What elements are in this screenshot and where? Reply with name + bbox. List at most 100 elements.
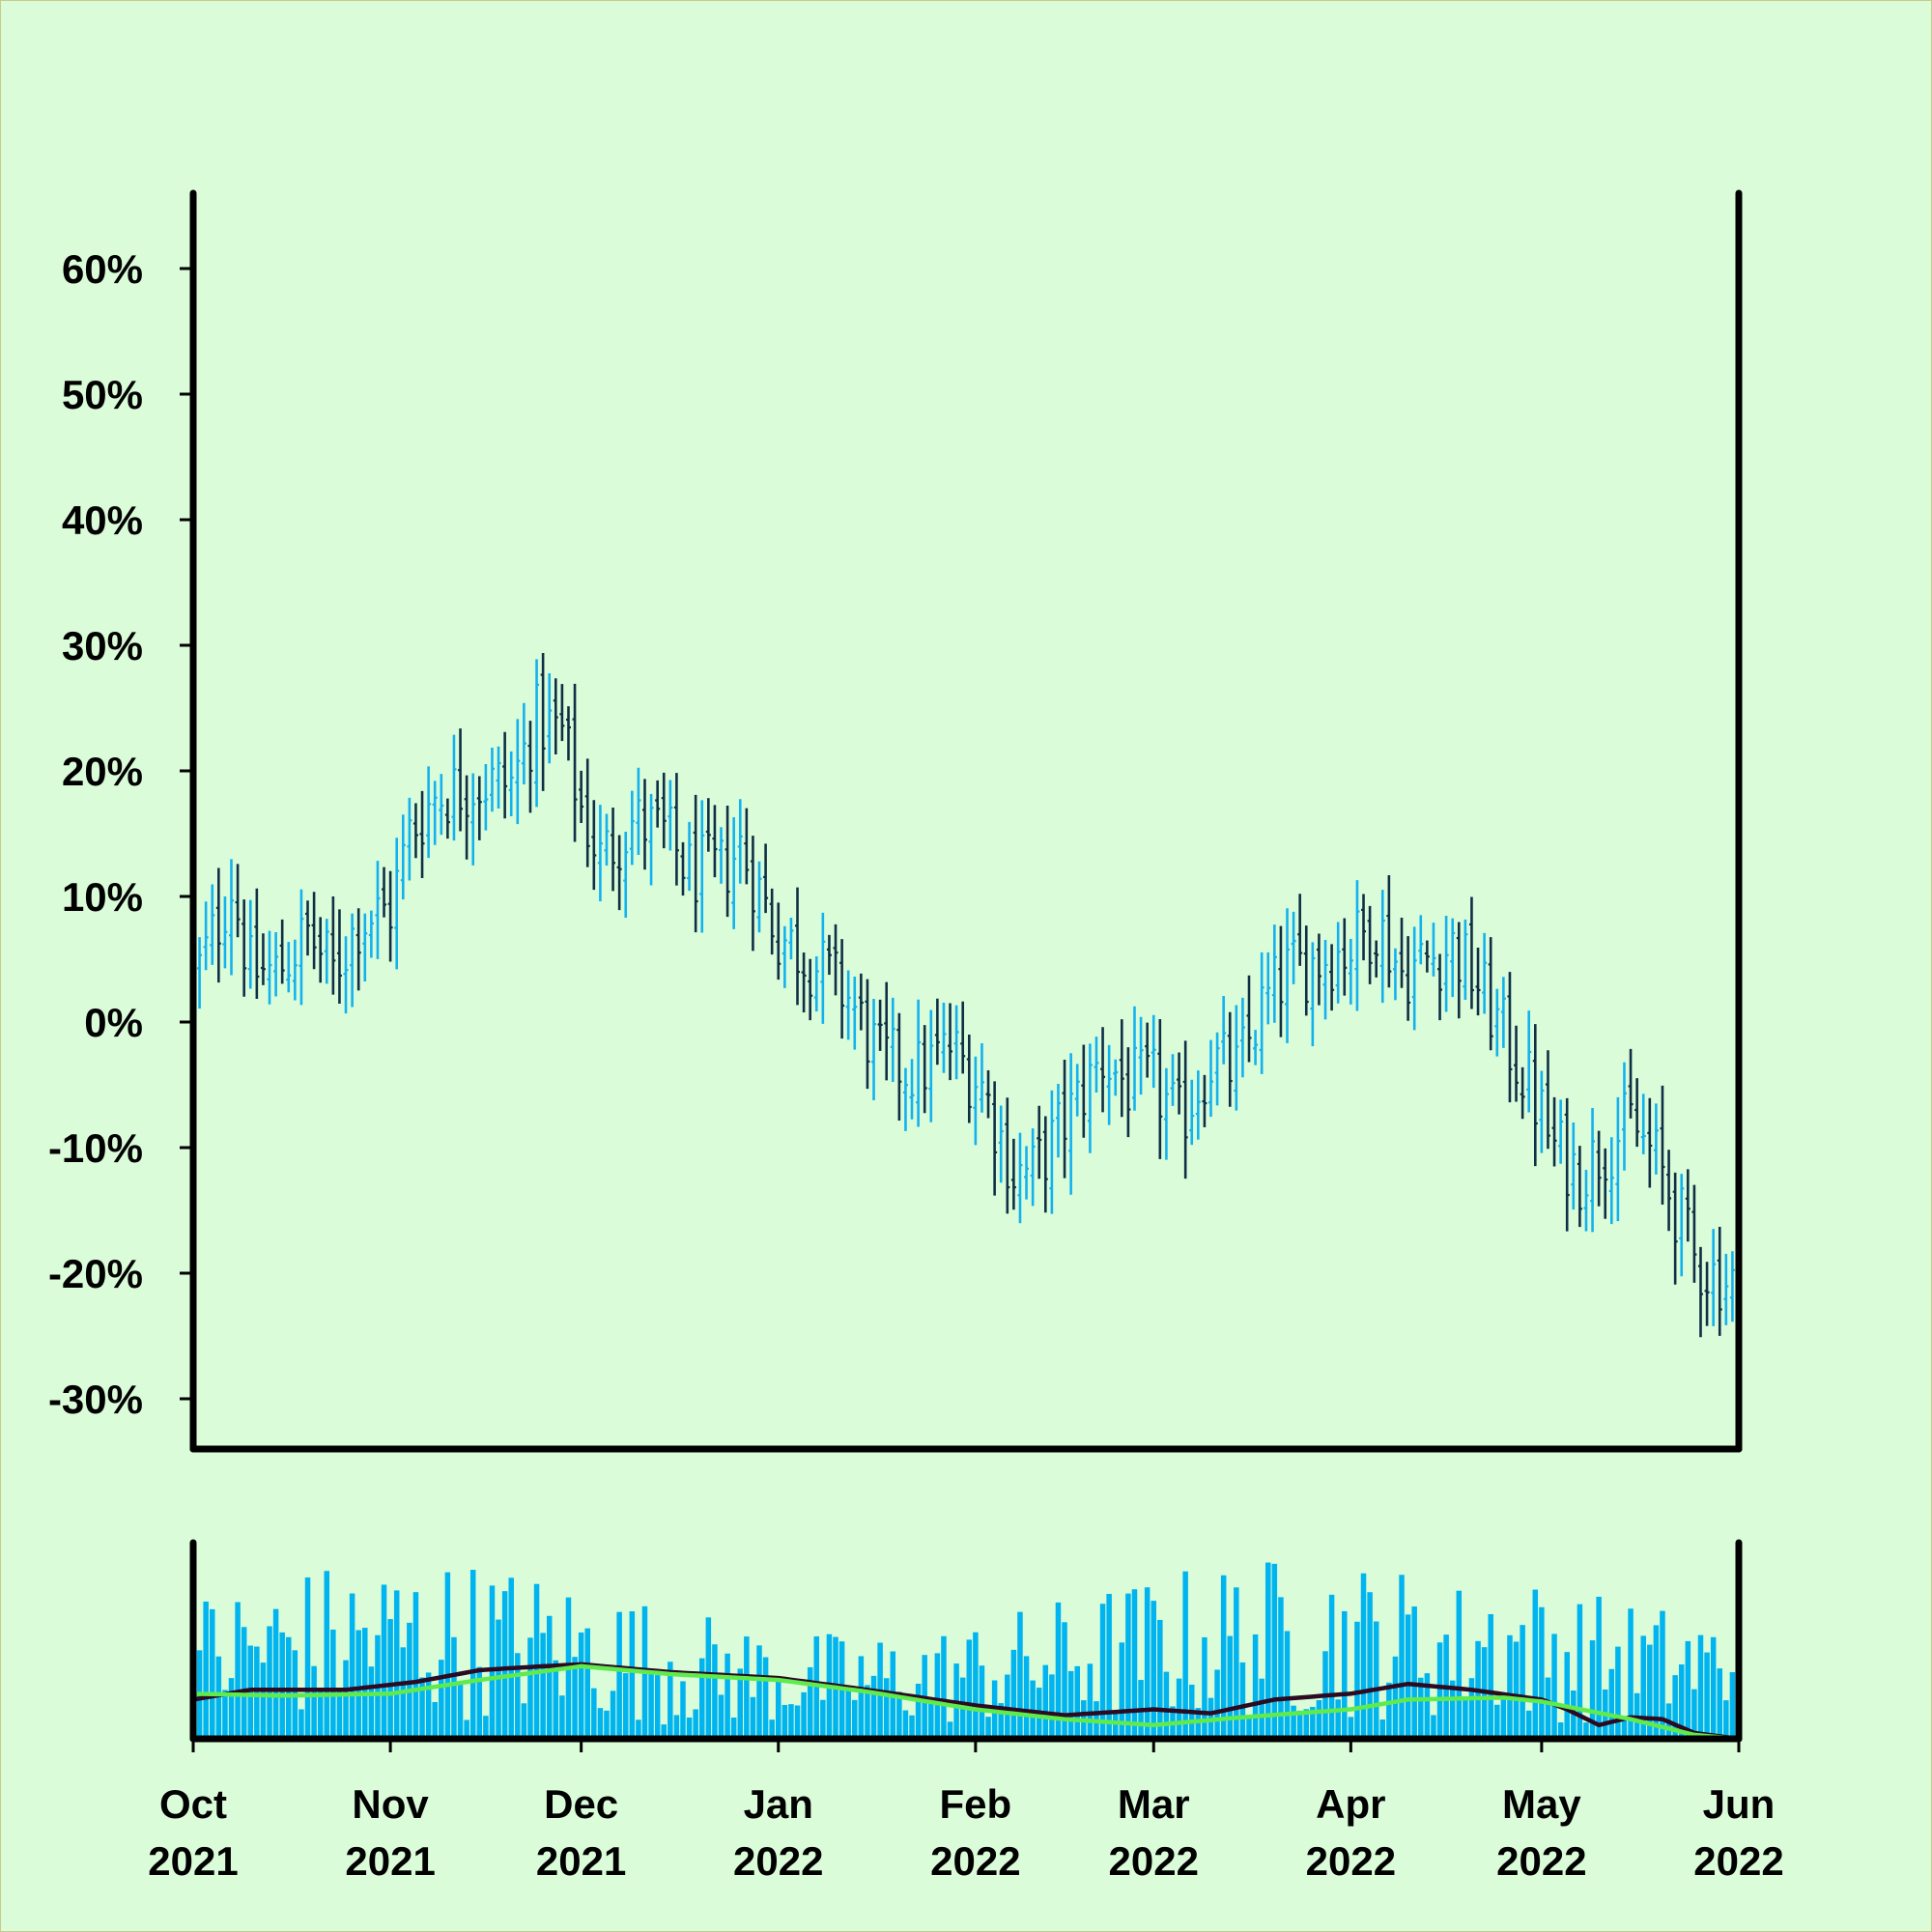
volume-bar: [1672, 1675, 1678, 1739]
volume-bar: [794, 1705, 801, 1739]
ohlc-bar: [1577, 1146, 1582, 1228]
volume-bar: [330, 1629, 336, 1739]
volume-bar: [241, 1627, 247, 1739]
ohlc-bar: [808, 958, 813, 1021]
volume-bar: [883, 1678, 890, 1739]
volume-bar: [1494, 1704, 1500, 1739]
ohlc-bar: [597, 805, 603, 902]
ohlc-bar: [1443, 915, 1449, 1012]
volume-bar: [1220, 1575, 1227, 1739]
volume-bar: [412, 1592, 419, 1739]
ohlc-bar: [916, 999, 922, 1127]
volume-bar: [1647, 1644, 1653, 1739]
volume-bar: [1463, 1696, 1468, 1739]
volume-bar: [1227, 1635, 1234, 1739]
volume-bar: [1583, 1722, 1589, 1739]
volume-bar: [934, 1653, 941, 1739]
x-tick-month-label: Nov: [352, 1781, 429, 1827]
ohlc-bar: [565, 706, 571, 761]
volume-bar: [1386, 1682, 1392, 1739]
volume-bar: [865, 1685, 870, 1739]
ohlc-bar: [1418, 915, 1424, 965]
ohlc-bar: [343, 936, 349, 1014]
volume-bar: [1411, 1606, 1417, 1739]
volume-bar: [381, 1584, 387, 1739]
x-tick-year-label: 2022: [733, 1838, 823, 1884]
ohlc-bar: [1691, 1184, 1697, 1283]
ohlc-bar: [693, 794, 698, 933]
volume-bar: [776, 1679, 781, 1739]
ohlc-bar: [470, 773, 476, 866]
ohlc-bar: [483, 763, 489, 831]
ohlc-bar: [439, 774, 444, 836]
x-tick-month-label: May: [1502, 1781, 1581, 1827]
volume-bar: [1195, 1708, 1202, 1739]
volume-bar: [1628, 1608, 1634, 1739]
volume-bar: [680, 1681, 686, 1739]
ohlc-bar: [362, 913, 368, 981]
volume-bar: [1525, 1710, 1532, 1739]
volume-bar: [235, 1602, 241, 1739]
ohlc-bar: [260, 933, 266, 985]
volume-bar: [464, 1719, 469, 1739]
volume-bar: [1125, 1593, 1131, 1739]
ohlc-bar: [1214, 1032, 1220, 1106]
ohlc-bar: [1310, 942, 1316, 1047]
ohlc-bar: [1354, 880, 1360, 1011]
x-tick-year-label: 2021: [536, 1838, 626, 1884]
ohlc-bar: [1068, 1053, 1074, 1195]
ohlc-bar: [756, 861, 762, 933]
ohlc-bar: [1468, 896, 1474, 1009]
ohlc-bar: [629, 790, 635, 866]
volume-bar: [1182, 1571, 1188, 1739]
volume-bar: [724, 1653, 730, 1739]
ohlc-bar: [1596, 1130, 1602, 1207]
volume-bar: [1074, 1665, 1080, 1739]
ohlc-bar: [1399, 918, 1405, 988]
volume-bar: [1513, 1641, 1520, 1739]
ohlc-bar: [966, 1034, 972, 1123]
ohlc-bar: [412, 803, 418, 859]
ohlc-bar: [890, 997, 895, 1082]
ohlc-bar: [419, 790, 425, 879]
volume-bar: [1717, 1668, 1723, 1739]
ohlc-bar: [1723, 1254, 1729, 1325]
ohlc-bar: [1259, 952, 1264, 1074]
volume-bar: [1710, 1636, 1717, 1739]
ohlc-bar: [242, 899, 247, 997]
ohlc-bar: [451, 734, 457, 841]
volume-bar: [686, 1717, 693, 1739]
volume-bar: [750, 1696, 756, 1739]
ohlc-bar: [1042, 1116, 1048, 1213]
ohlc-bar: [1138, 1016, 1144, 1095]
ohlc-bar: [1335, 922, 1341, 1004]
ohlc-bar: [197, 937, 203, 1009]
ohlc-bar: [820, 912, 826, 1024]
ohlc-bar: [355, 908, 361, 991]
ohlc-bar: [801, 952, 807, 1013]
ohlc-bar: [336, 909, 342, 1004]
volume-bar: [1163, 1671, 1170, 1739]
ohlc-bar: [1647, 1097, 1653, 1188]
ohlc-bar: [668, 780, 673, 851]
volume-bar: [1144, 1587, 1151, 1739]
ohlc-bar: [1246, 975, 1252, 1063]
volume-bar: [1653, 1625, 1660, 1739]
ohlc-bar: [1634, 1078, 1640, 1148]
ohlc-bar: [1640, 1094, 1646, 1154]
volume-bar: [762, 1657, 769, 1739]
ohlc-bar: [1463, 919, 1468, 1001]
volume-bar: [1608, 1668, 1615, 1739]
ohlc-bar: [1291, 911, 1296, 984]
volume-bar: [336, 1688, 343, 1739]
volume-axis: [189, 1539, 1743, 1743]
volume-bar: [973, 1632, 979, 1739]
ohlc-bar: [1342, 918, 1348, 996]
volume-bar: [629, 1611, 636, 1739]
ohlc-bar: [1450, 918, 1456, 998]
volume-bar: [1010, 1649, 1017, 1739]
x-tick-year-label: 2022: [1693, 1838, 1783, 1884]
ohlc-bar: [1437, 953, 1443, 1021]
ohlc-bar: [1392, 948, 1398, 1001]
